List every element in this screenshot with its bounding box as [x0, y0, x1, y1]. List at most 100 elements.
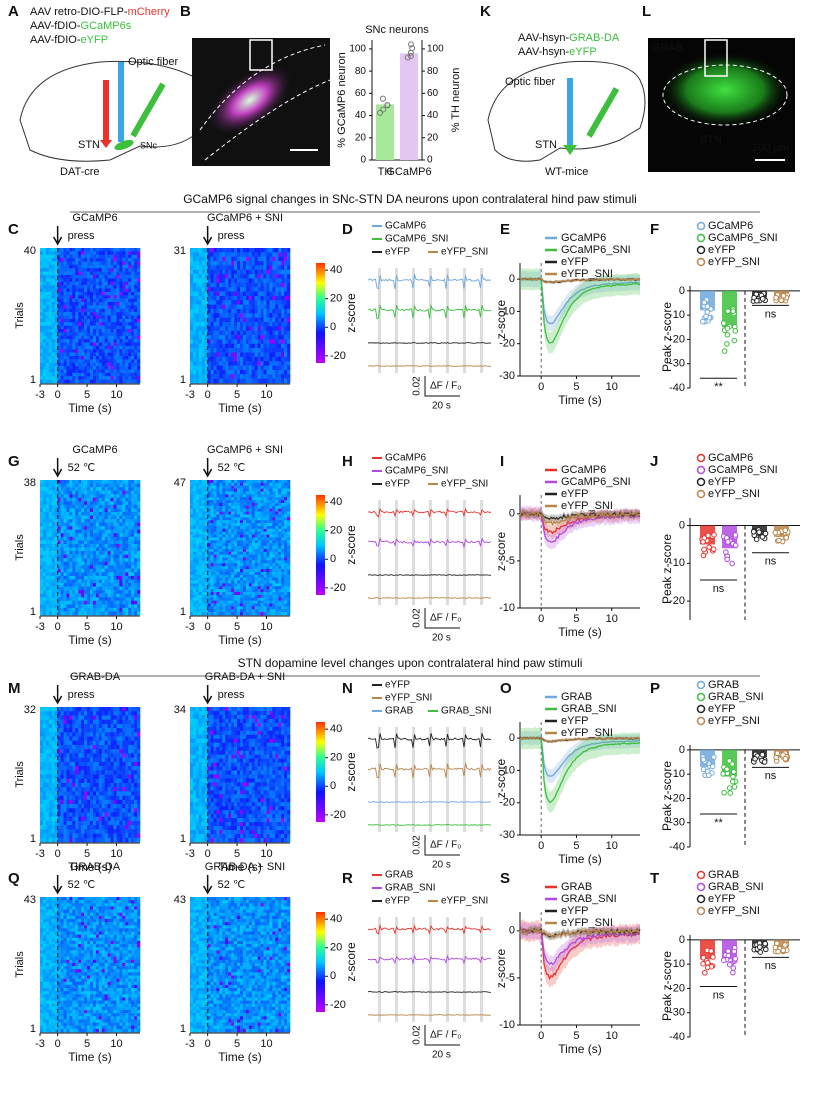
heatmap-cell — [122, 281, 126, 286]
heatmap-cell — [107, 268, 111, 272]
heatmap-cell — [95, 268, 100, 272]
heatmap-cell — [192, 497, 197, 501]
heatmap-cell — [63, 515, 67, 520]
heatmap-cell — [98, 298, 103, 303]
heatmap-cell — [287, 378, 291, 384]
heatmap-cell — [119, 362, 123, 367]
heatmap-cell — [42, 302, 47, 306]
heatmap-cell — [245, 313, 250, 318]
heatmap-cell — [75, 258, 79, 262]
heatmap-cell — [95, 522, 100, 527]
heatmap-cell — [125, 322, 129, 326]
heatmap-cell — [237, 361, 241, 366]
heatmap-cell — [125, 352, 129, 357]
stim-bar — [429, 268, 432, 373]
heatmap-cell — [116, 504, 120, 509]
heatmap-cell — [254, 352, 258, 358]
heatmap-cell — [284, 269, 288, 275]
heatmap-cell — [254, 491, 258, 495]
heatmap-cell — [40, 335, 44, 340]
heatmap-cell — [131, 264, 135, 269]
heatmap-cell — [284, 330, 288, 336]
heatmap-cell — [113, 593, 117, 598]
heatmap-cell — [54, 318, 58, 323]
heatmap-cell — [42, 329, 47, 333]
heatmap-cell — [51, 308, 56, 313]
heatmap-cell — [84, 345, 88, 350]
heatmap-cell — [207, 326, 211, 332]
heatmap-cell — [272, 322, 276, 327]
heatmap-cell — [104, 529, 108, 534]
heatmap-cell — [57, 298, 61, 303]
heatmap-cell — [257, 248, 261, 253]
heatmap-cell — [42, 536, 47, 541]
heatmap-cell — [287, 511, 291, 515]
heatmap-cell — [125, 305, 129, 310]
heatmap-cell — [90, 583, 94, 587]
heatmap-cell — [287, 557, 291, 561]
heatmap-cell — [116, 376, 120, 380]
heatmap-cell — [125, 268, 129, 272]
heatmap-cell — [51, 281, 56, 286]
heatmap-cell — [284, 482, 288, 487]
heatmap-cell — [234, 335, 238, 340]
heatmap-cell — [63, 511, 67, 516]
heatmap-cell — [66, 583, 70, 587]
heatmap-cell — [128, 322, 132, 326]
significance-label: ** — [714, 381, 723, 393]
heatmap-cell — [225, 261, 229, 266]
heatmap-cell — [278, 317, 282, 323]
heatmap-cell — [42, 258, 47, 262]
heatmap-cell — [51, 298, 56, 303]
heatmap-cell — [225, 282, 229, 288]
heatmap-cell — [45, 312, 50, 316]
heatmap-cell — [134, 305, 138, 310]
optic-fiber — [118, 62, 124, 142]
heatmap-cell — [242, 514, 247, 518]
heatmap-cell — [90, 352, 94, 357]
heatmap-cell — [260, 548, 264, 553]
heatmap-cell — [75, 339, 79, 343]
heatmap-cell — [40, 583, 44, 587]
heatmap-cell — [81, 372, 85, 377]
heatmap-cell — [95, 526, 100, 531]
heatmap-cell — [225, 343, 229, 349]
heatmap-cell — [92, 543, 97, 548]
heatmap-cell — [219, 252, 223, 258]
heatmap-cell — [128, 543, 132, 548]
heatmap-cell — [216, 287, 220, 292]
heatmap-cell — [195, 480, 200, 484]
heatmap-cell — [281, 352, 285, 358]
heatmap-cell — [234, 343, 238, 349]
heatmap-cell — [272, 374, 276, 379]
heatmap-cell — [57, 565, 61, 570]
heatmap-cell — [240, 339, 244, 345]
heatmap-cell — [228, 252, 232, 258]
heatmap-cell — [225, 361, 229, 366]
heatmap-cell — [119, 583, 123, 587]
heatmap-cell — [266, 505, 270, 510]
heatmap-cell — [263, 528, 267, 533]
heatmap-cell — [75, 352, 79, 357]
heatmap-cell — [260, 295, 264, 301]
heatmap-cell — [190, 304, 194, 310]
heatmap-cell — [207, 548, 211, 553]
heatmap-cell — [90, 372, 94, 377]
heatmap-cell — [51, 312, 56, 316]
heatmap-cell — [242, 248, 247, 253]
heatmap-cell — [272, 491, 276, 495]
heatmap-cell — [240, 540, 244, 544]
heatmap-cell — [104, 504, 108, 509]
heatmap-cell — [98, 480, 103, 484]
heatmap-cell — [284, 494, 288, 498]
heatmap-cell — [104, 251, 108, 256]
heatmap-cell — [113, 295, 117, 299]
heatmap-cell — [125, 339, 129, 343]
heatmap-cell — [69, 369, 73, 374]
heatmap-cell — [110, 349, 114, 353]
y2-tick-label: 100 — [427, 44, 444, 55]
heatmap-cell — [116, 369, 120, 374]
heatmap-cell — [257, 514, 261, 518]
heatmap-cell — [198, 488, 203, 492]
heatmap-cell — [110, 308, 114, 313]
